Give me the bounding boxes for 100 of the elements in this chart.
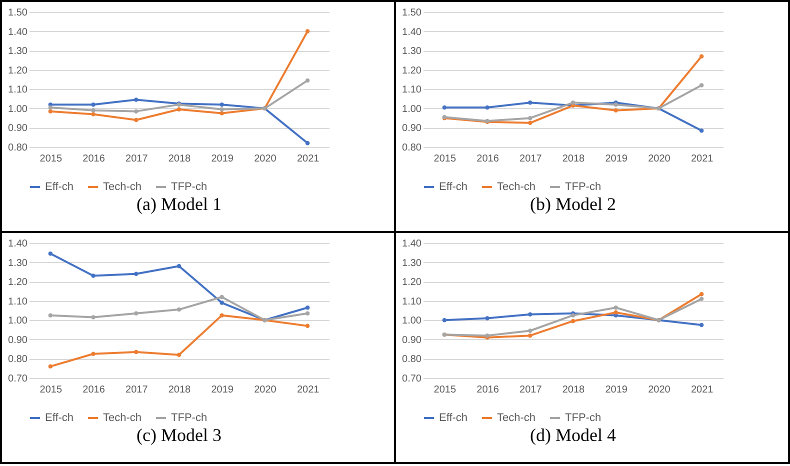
legend-label: TFP-ch [565,181,602,193]
x-tick-label: 2018 [168,384,192,396]
legend-label: TFP-ch [171,181,208,193]
point [91,274,96,278]
point [176,107,182,112]
point [91,108,96,112]
y-tick-label: 1.40 [402,26,422,38]
x-tick-label: 2017 [126,154,148,164]
legend-label: Eff-ch [45,412,74,424]
point [176,264,182,268]
y-tick-label: 0.80 [8,142,28,154]
y-tick-label: 1.30 [402,258,422,269]
point [91,112,96,116]
text: (a) Model 1 [136,194,222,214]
x-tick-label: 2017 [126,384,148,396]
x-tick-label: 2015 [434,154,456,164]
point [305,78,310,83]
point [91,315,96,320]
point [134,118,138,122]
y-tick-label: 0.90 [8,334,28,346]
y-tick-label: 1.10 [402,84,422,96]
point [134,98,138,102]
point [442,105,447,110]
point [176,307,182,312]
x-tick-label: 2020 [254,154,277,164]
x-tick-label: 2015 [40,154,62,164]
y-tick-label: 0.80 [402,354,422,366]
point [699,128,704,133]
x-tick-label: 2021 [296,154,320,164]
y-tick-label: 0.90 [402,334,422,346]
legend-label: Tech-ch [497,181,536,193]
legend-label: Tech-ch [103,181,142,193]
point [699,322,704,328]
point [134,109,138,114]
point [528,328,532,333]
y-tick-label: 1.00 [402,104,422,115]
y-tick-label: 0.80 [402,142,422,154]
x-tick-label: 2021 [296,384,320,396]
text: (d) Model 4 [530,425,616,445]
point [528,116,532,120]
y-tick-label: 1.20 [402,65,422,76]
point [134,311,138,316]
point [699,296,704,302]
x-tick-label: 2016 [82,384,106,396]
y-tick-label: 0.70 [402,374,422,384]
point [48,109,53,114]
x-tick-label: 2018 [562,154,586,164]
x-tick-label: 2020 [648,154,671,164]
point [305,305,310,310]
y-tick-label: 0.90 [8,123,28,134]
x-tick-label: 2017 [520,384,542,396]
x-tick-label: 2020 [254,384,277,396]
legend-label: Tech-ch [103,412,142,424]
text: (b) Model 2 [530,194,616,214]
point [220,313,224,318]
point [91,102,96,107]
y-tick-label: 1.50 [8,8,28,18]
point [176,352,182,357]
point [570,318,576,324]
point [91,352,96,356]
legend-label: Eff-ch [45,181,74,193]
point [220,107,224,112]
x-tick-label: 2016 [82,154,106,164]
x-tick-label: 2019 [211,154,234,164]
point [220,102,224,107]
y-tick-label: 1.50 [402,8,422,18]
point [528,333,532,338]
point [220,300,224,305]
y-tick-label: 1.10 [8,296,28,308]
point [134,272,138,276]
y-tick-label: 1.00 [8,316,28,327]
x-tick-label: 2019 [605,154,628,164]
point [528,312,532,316]
point [305,311,310,316]
point [485,105,490,110]
y-tick-label: 1.00 [402,316,422,327]
y-tick-label: 1.00 [8,104,28,115]
x-tick-label: 2020 [648,384,671,396]
y-tick-label: 1.30 [8,258,28,269]
x-tick-label: 2016 [476,384,500,396]
point [134,350,138,354]
point [614,305,618,310]
text: (c) Model 3 [136,425,222,445]
y-tick-label: 0.80 [8,354,28,366]
legend-label: TFP-ch [171,412,208,424]
x-tick-label: 2015 [40,384,62,396]
x-tick-label: 2019 [605,384,628,396]
legend-label: Tech-ch [497,412,536,424]
point [48,105,53,110]
x-tick-label: 2018 [562,384,586,396]
y-tick-label: 0.90 [402,123,422,134]
point [305,141,310,146]
point [48,313,53,318]
point [305,324,310,328]
y-tick-label: 1.10 [402,296,422,308]
point [699,83,704,88]
y-tick-label: 1.20 [8,277,28,288]
point [528,120,532,126]
x-tick-label: 2017 [520,154,542,164]
point [220,294,224,300]
